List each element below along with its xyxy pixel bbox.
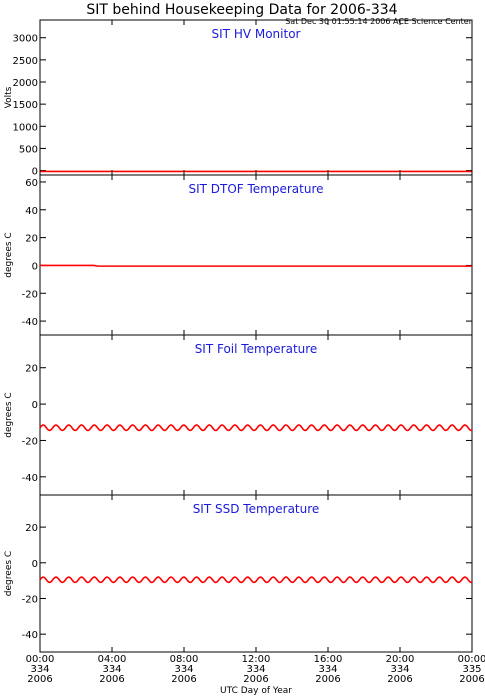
- figure-subtitle: Sat Dec 30 01:55:14 2006 ACE Science Cen…: [285, 17, 472, 26]
- y-tick-label: 20: [25, 364, 38, 375]
- x-axis: 00:00334200604:00334200608:00334200612:0…: [26, 654, 485, 685]
- x-tick-label-doy: 335: [462, 664, 481, 675]
- panel-title: SIT SSD Temperature: [193, 502, 320, 516]
- y-tick-label: -40: [22, 630, 38, 641]
- x-tick-label-year: 2006: [171, 674, 196, 685]
- x-tick-label-doy: 334: [102, 664, 121, 675]
- y-axis-label: Volts: [4, 86, 14, 108]
- x-axis-label: UTC Day of Year: [220, 686, 292, 696]
- y-axis-label: degrees C: [4, 392, 14, 437]
- panel-title: SIT DTOF Temperature: [188, 182, 323, 196]
- y-tick-label: 20: [25, 234, 38, 245]
- x-tick-label-doy: 334: [246, 664, 265, 675]
- y-axis-label: degrees C: [4, 551, 14, 596]
- panel-3: -40 -20 0 20 degrees C SIT Foil Temperature: [4, 334, 473, 496]
- y-tick-label: 0: [32, 400, 38, 411]
- panel-2: -40 -20 0 20 40 60 degrees C SIT DTOF Temperatu…: [4, 174, 473, 336]
- series-line: [40, 264, 472, 267]
- y-tick-label: 0: [32, 261, 38, 272]
- x-tick-label-time: 20:00: [386, 654, 415, 665]
- figure-title: SIT behind Housekeeping Data for 2006-33…: [86, 2, 397, 18]
- y-tick-label: 2500: [13, 56, 38, 67]
- y-tick-label: 1500: [13, 100, 38, 111]
- y-tick-label: 3000: [13, 34, 38, 45]
- panel-title: SIT HV Monitor: [212, 27, 301, 41]
- y-tick-label: 2000: [13, 78, 38, 89]
- panel-1: 0 500 1000 1500 2000 2500 3000 Volts SIT HV Moni…: [4, 19, 473, 178]
- y-tick-label: 40: [25, 206, 38, 217]
- x-tick-label-doy: 334: [390, 664, 409, 675]
- panel-frame: [39, 334, 473, 496]
- x-tick-label-year: 2006: [99, 674, 124, 685]
- y-tick-label: 0: [32, 559, 38, 570]
- y-tick-label: 20: [25, 523, 38, 534]
- series-line: [39, 424, 473, 432]
- y-tick-label: -40: [22, 473, 38, 484]
- x-tick-label-year: 2006: [243, 674, 268, 685]
- x-tick-label-time: 12:00: [242, 654, 271, 665]
- x-tick-label-year: 2006: [27, 674, 52, 685]
- x-tick-label-time: 08:00: [170, 654, 199, 665]
- y-tick-label: -40: [22, 317, 38, 328]
- panel-frame: [39, 19, 473, 176]
- panel-4: -40 -20 0 20 degrees C SIT SSD Temperature: [4, 494, 473, 653]
- y-tick-label: 500: [19, 144, 38, 155]
- x-tick-label-year: 2006: [387, 674, 412, 685]
- panel-title: SIT Foil Temperature: [195, 342, 318, 356]
- x-tick-label-doy: 334: [174, 664, 193, 675]
- x-tick-label-year: 2006: [459, 674, 484, 685]
- panel-frame: [39, 174, 473, 336]
- x-tick-label-time: 04:00: [98, 654, 127, 665]
- series-line: [39, 576, 473, 584]
- x-tick-label-time: 00:00: [458, 654, 485, 665]
- x-tick-label-doy: 334: [30, 664, 49, 675]
- y-tick-label: 60: [25, 178, 38, 189]
- x-tick-label-year: 2006: [315, 674, 340, 685]
- y-tick-label: 1000: [13, 122, 38, 133]
- y-tick-label: -20: [22, 289, 38, 300]
- y-axis-label: degrees C: [4, 232, 14, 277]
- y-tick-label: -20: [22, 594, 38, 605]
- y-tick-label: 0: [32, 167, 38, 178]
- x-tick-label-time: 00:00: [26, 654, 55, 665]
- x-tick-label-time: 16:00: [314, 654, 343, 665]
- x-tick-label-doy: 334: [318, 664, 337, 675]
- panel-frame: [39, 494, 473, 653]
- y-tick-label: -20: [22, 436, 38, 447]
